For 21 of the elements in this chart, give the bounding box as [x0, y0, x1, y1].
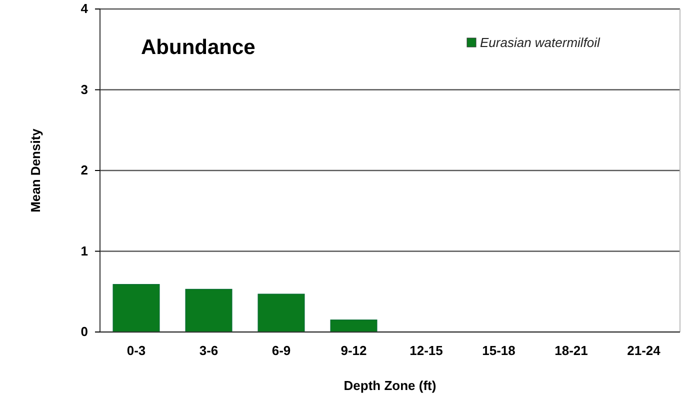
y-tick-label: 3	[80, 82, 88, 97]
x-tick-label: 21-24	[627, 343, 662, 358]
x-tick-label: 12-15	[410, 343, 443, 358]
bar	[112, 284, 160, 332]
y-tick-label: 4	[80, 1, 89, 16]
x-tick-label: 9-12	[340, 343, 367, 358]
x-axis-title: Depth Zone (ft)	[344, 378, 436, 393]
y-tick-label: 2	[80, 162, 88, 178]
y-axis-title: Mean Density	[28, 128, 43, 212]
y-tick-label: 0	[80, 324, 88, 340]
bar	[258, 294, 305, 332]
x-tick-label: 3-6	[199, 343, 218, 358]
bar	[185, 288, 232, 332]
legend-label: Eurasian watermilfoil	[480, 35, 602, 50]
text: Abundance	[141, 36, 256, 59]
x-tick-label: 0-3	[126, 343, 146, 358]
x-tick-label: 6-9	[272, 343, 291, 358]
bar	[330, 320, 378, 332]
x-tick-label: 15-18	[482, 343, 516, 358]
y-tick-label: 1	[80, 243, 88, 258]
x-tick-label: 18-21	[554, 343, 588, 358]
